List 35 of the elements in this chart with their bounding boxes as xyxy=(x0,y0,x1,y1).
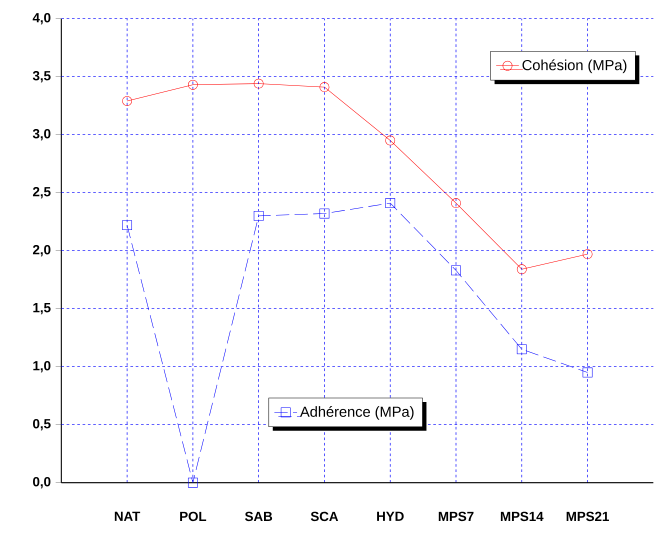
x-tick-label: MPS14 xyxy=(500,512,544,522)
point xyxy=(582,249,592,260)
point xyxy=(385,198,396,208)
y-tick-label: 2,0 xyxy=(32,245,50,256)
x-tick-label: SCA xyxy=(310,512,338,522)
point xyxy=(254,210,264,221)
y-tick-label: 1,0 xyxy=(33,361,50,372)
legend-label: Adhérence (MPa) xyxy=(300,406,414,420)
legend-label: Cohésion (MPa) xyxy=(522,59,626,74)
point xyxy=(582,368,592,378)
x-tick-label: NAT xyxy=(114,512,140,521)
x-tick-label: SAB xyxy=(245,512,272,522)
x-tick-label: HYD xyxy=(377,512,404,521)
point xyxy=(516,344,527,354)
x-tick-label: MPS7 xyxy=(438,512,474,522)
point xyxy=(320,208,330,218)
point xyxy=(320,82,330,92)
point xyxy=(451,198,461,208)
point xyxy=(122,96,132,106)
point xyxy=(385,136,396,146)
y-tick-label: 0,0 xyxy=(33,477,50,488)
y-tick-label: 1,5 xyxy=(33,303,51,314)
point xyxy=(254,78,264,89)
y-tick-label: 0,5 xyxy=(33,419,51,430)
y-tick-label: 4,0 xyxy=(32,13,50,24)
x-tick-label: POL xyxy=(180,512,206,522)
x-tick-label: MPS21 xyxy=(566,512,609,522)
point xyxy=(451,265,461,276)
point xyxy=(516,264,527,274)
y-tick-label: 3,0 xyxy=(32,129,50,140)
y-tick-label: 2,5 xyxy=(32,187,51,198)
y-tick-label: 3,5 xyxy=(32,71,51,82)
point xyxy=(188,80,198,90)
point xyxy=(122,220,132,230)
point xyxy=(188,478,198,488)
